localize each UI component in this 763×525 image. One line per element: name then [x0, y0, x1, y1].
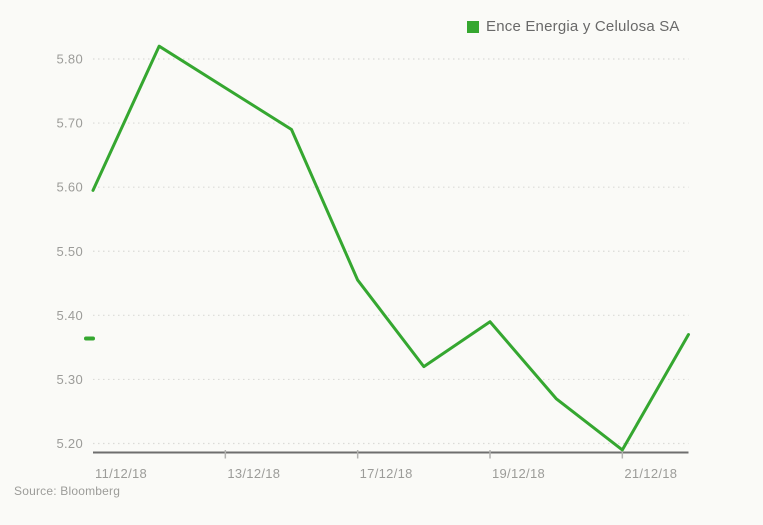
- x-axis-label: 21/12/18: [624, 466, 677, 481]
- y-axis-label: 5.20: [56, 436, 83, 451]
- legend-swatch-icon: [467, 20, 479, 33]
- y-axis-label: 5.50: [56, 244, 83, 259]
- x-axis-label: 19/12/18: [492, 466, 545, 481]
- y-axis-label: 5.60: [56, 180, 83, 195]
- source-credit: Source: Bloomberg: [14, 484, 121, 498]
- x-axis-label: 11/12/18: [95, 466, 147, 481]
- last-price-marker: [84, 336, 95, 341]
- y-axis-label: 5.70: [56, 116, 83, 131]
- x-axis-label: 17/12/18: [360, 466, 413, 481]
- y-axis-label: 5.30: [56, 372, 83, 387]
- price-line: [91, 44, 690, 452]
- y-axis-label: 5.40: [56, 308, 83, 323]
- x-axis-label: 13/12/18: [227, 466, 280, 481]
- y-axis-label: 5.80: [56, 52, 83, 67]
- legend: Ence Energia y Celulosa SA: [467, 18, 680, 35]
- legend-label: Ence Energia y Celulosa SA: [486, 18, 680, 35]
